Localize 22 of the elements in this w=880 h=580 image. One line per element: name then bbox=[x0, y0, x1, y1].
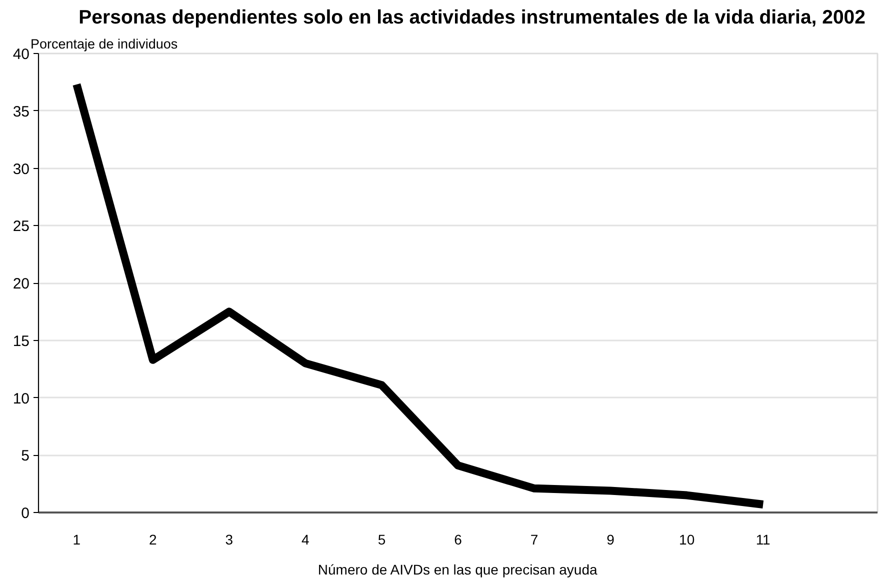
x-tick-label: 2 bbox=[149, 532, 158, 548]
x-tick-label: 3 bbox=[225, 532, 234, 548]
x-tick-label: 6 bbox=[454, 532, 462, 548]
x-tick-label: 9 bbox=[606, 532, 615, 548]
x-tick-label: 10 bbox=[679, 532, 695, 548]
chart-title: Personas dependientes solo en las actividades instrumentales de la vida diaria, 2002 bbox=[78, 6, 866, 28]
y-tick-label: 20 bbox=[12, 276, 30, 292]
y-tick-label: 30 bbox=[12, 160, 30, 178]
x-axis-title: Número de AIVDs en las que precisan ayuda bbox=[318, 562, 598, 578]
y-tick-label: 0 bbox=[21, 505, 30, 522]
x-tick-label: 5 bbox=[378, 532, 386, 548]
y-tick-label: 25 bbox=[12, 218, 30, 236]
y-tick-label: 5 bbox=[21, 448, 30, 465]
x-tick-label: 1 bbox=[72, 532, 81, 548]
y-tick-label: 15 bbox=[12, 332, 30, 350]
x-tick-label: 11 bbox=[756, 532, 771, 548]
y-tick-label: 10 bbox=[12, 390, 30, 408]
y-tick-label: 35 bbox=[12, 103, 30, 120]
y-tick-label: 40 bbox=[12, 46, 30, 63]
y-axis-title: Porcentaje de individuos bbox=[30, 36, 178, 52]
x-tick-label: 4 bbox=[302, 532, 310, 548]
x-tick-label: 7 bbox=[530, 532, 538, 548]
